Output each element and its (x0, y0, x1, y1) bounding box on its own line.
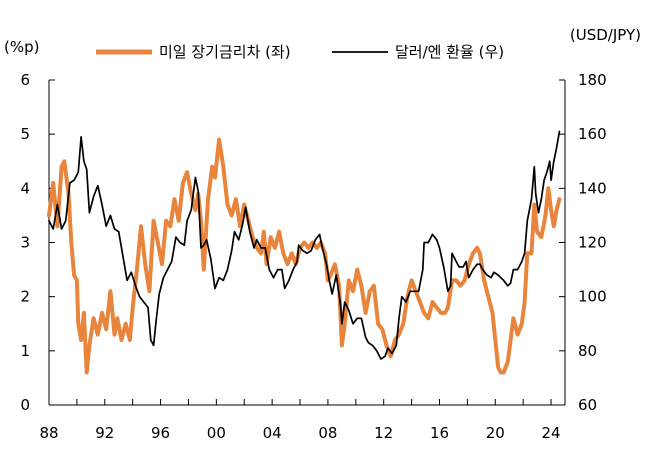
right-y-tick-label: 100 (578, 288, 607, 306)
x-tick-label: 92 (95, 424, 114, 442)
left-y-tick-label: 0 (20, 396, 30, 414)
x-tick-label: 12 (374, 424, 393, 442)
x-tick-label: 24 (542, 424, 561, 442)
right-y-tick-label: 180 (578, 71, 607, 89)
legend-label-usd-jpy: 달러/엔 환율 (우) (395, 43, 504, 61)
left-y-tick-label: 6 (20, 71, 30, 89)
left-y-tick-label: 5 (20, 125, 30, 143)
x-tick-label: 20 (486, 424, 505, 442)
left-axis-unit: (%p) (4, 38, 39, 56)
x-tick-label: 16 (430, 424, 449, 442)
left-y-tick-label: 3 (20, 234, 30, 252)
x-tick-label: 00 (207, 424, 226, 442)
right-y-tick-label: 160 (578, 125, 607, 143)
series (47, 130, 562, 375)
series-line-rate-diff (47, 137, 562, 375)
right-y-tick-label: 120 (578, 234, 607, 252)
left-y-tick-label: 2 (20, 288, 30, 306)
right-axis-unit: (USD/JPY) (570, 26, 641, 44)
x-tick-label: 04 (263, 424, 282, 442)
legend: 미일 장기금리차 (좌) 달러/엔 환율 (우) (96, 43, 504, 61)
right-y-tick-label: 80 (578, 342, 597, 360)
x-tick-label: 08 (318, 424, 337, 442)
x-tick-label: 96 (151, 424, 170, 442)
right-y-tick-label: 140 (578, 179, 607, 197)
legend-label-rate-diff: 미일 장기금리차 (좌) (159, 43, 291, 61)
left-y-tick-label: 1 (20, 342, 30, 360)
right-y-tick-label: 60 (578, 396, 597, 414)
left-y-tick-label: 4 (20, 179, 30, 197)
series-line-usd-jpy (48, 130, 561, 360)
x-tick-label: 88 (39, 424, 58, 442)
axes (48, 80, 566, 406)
